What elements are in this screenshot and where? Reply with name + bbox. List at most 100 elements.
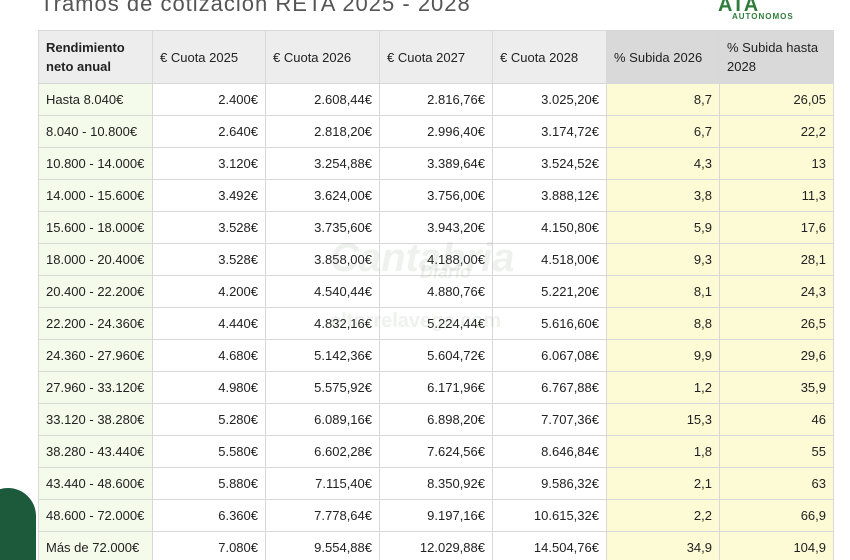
table-cell: 10.800 - 14.000€ (38, 147, 153, 180)
table-cell: 33.120 - 38.280€ (38, 403, 153, 436)
table-cell: 4.832,16€ (265, 307, 380, 340)
table-cell: 5.280€ (152, 403, 266, 436)
table-cell: 27.960 - 33.120€ (38, 371, 153, 404)
table-row: 24.360 - 27.960€ 4.680€ 5.142,36€ 5.604,72€… (38, 339, 834, 372)
table-cell: 35,9 (719, 371, 834, 404)
header-row: Rendimiento neto anual € Cuota 2025 € Cuot… (38, 30, 834, 84)
table-cell: 4.540,44€ (265, 275, 380, 308)
table-cell: 5.616,60€ (492, 307, 607, 340)
table-cell: 7.080€ (152, 531, 266, 560)
table-cell: 55 (719, 435, 834, 468)
table-cell: 6.360€ (152, 499, 266, 532)
table-cell: 24,3 (719, 275, 834, 308)
table-cell: 8.040 - 10.800€ (38, 115, 153, 148)
table-cell: 13 (719, 147, 834, 180)
title: Tramos de cotización RETA 2025 - 2028 (40, 0, 471, 16)
column-header: % Subida 2026 (606, 30, 720, 84)
table-cell: 3.735,60€ (265, 211, 380, 244)
table-cell: 3.174,72€ (492, 115, 607, 148)
table-cell: 6,7 (606, 115, 720, 148)
table-cell: 9.197,16€ (379, 499, 493, 532)
table-cell: 3,8 (606, 179, 720, 212)
table-cell: 2.816,76€ (379, 83, 493, 116)
table-row: 14.000 - 15.600€ 3.492€ 3.624,00€ 3.756,00€… (38, 179, 834, 212)
table-cell: 4.518,00€ (492, 243, 607, 276)
table-cell: 104,9 (719, 531, 834, 560)
table-cell: 29,6 (719, 339, 834, 372)
table-cell: 43.440 - 48.600€ (38, 467, 153, 500)
table-cell: 8,7 (606, 83, 720, 116)
table-cell: 9,9 (606, 339, 720, 372)
table-cell: 6.171,96€ (379, 371, 493, 404)
table-cell: 3.858,00€ (265, 243, 380, 276)
table-cell: 5.604,72€ (379, 339, 493, 372)
table-row: 8.040 - 10.800€ 2.640€ 2.818,20€ 2.996,40€ 3… (38, 115, 834, 148)
column-header: % Subida hasta 2028 (719, 30, 834, 84)
table-cell: 2.400€ (152, 83, 266, 116)
table-row: Más de 72.000€ 7.080€ 9.554,88€ 12.029,88€ 1… (38, 531, 834, 560)
table-cell: 4.980€ (152, 371, 266, 404)
table-row: 48.600 - 72.000€ 6.360€ 7.778,64€ 9.197,16€… (38, 499, 834, 532)
logo-subtext: AUTONOMOS (732, 12, 794, 21)
table-row: 22.200 - 24.360€ 4.440€ 4.832,16€ 5.224,44€… (38, 307, 834, 340)
table-cell: 7.115,40€ (265, 467, 380, 500)
table-cell: 6.898,20€ (379, 403, 493, 436)
table-cell: 8,8 (606, 307, 720, 340)
table-cell: 63 (719, 467, 834, 500)
table-cell: 14.000 - 15.600€ (38, 179, 153, 212)
table-row: 20.400 - 22.200€ 4.200€ 4.540,44€ 4.880,76€… (38, 275, 834, 308)
table-cell: 5.880€ (152, 467, 266, 500)
table-cell: 3.528€ (152, 211, 266, 244)
table-cell: 46 (719, 403, 834, 436)
table-cell: 3.254,88€ (265, 147, 380, 180)
table-cell: 9.554,88€ (265, 531, 380, 560)
column-header: € Cuota 2028 (492, 30, 607, 84)
table-cell: 24.360 - 27.960€ (38, 339, 153, 372)
table-cell: 4.440€ (152, 307, 266, 340)
table-cell: 1,8 (606, 435, 720, 468)
table-cell: 5,9 (606, 211, 720, 244)
table-cell: 4,3 (606, 147, 720, 180)
table-cell: 2,1 (606, 467, 720, 500)
table-cell: 6.767,88€ (492, 371, 607, 404)
table-cell: 5.221,20€ (492, 275, 607, 308)
table-cell: 6.067,08€ (492, 339, 607, 372)
table-cell: 10.615,32€ (492, 499, 607, 532)
table-row: 38.280 - 43.440€ 5.580€ 6.602,28€ 7.624,56€… (38, 435, 834, 468)
table-cell: 5.580€ (152, 435, 266, 468)
logo-text: ATA (718, 0, 760, 16)
decoration (0, 488, 36, 560)
table-cell: 4.150,80€ (492, 211, 607, 244)
table-cell: 3.943,20€ (379, 211, 493, 244)
table-cell: 2.608,44€ (265, 83, 380, 116)
table-row: Hasta 8.040€ 2.400€ 2.608,44€ 2.816,76€ 3.02… (38, 83, 834, 116)
column-header: Rendimiento neto anual (38, 30, 153, 84)
table-cell: 2.640€ (152, 115, 266, 148)
table-cell: 4.200€ (152, 275, 266, 308)
table-cell: 2,2 (606, 499, 720, 532)
table-cell: 26,05 (719, 83, 834, 116)
column-header: € Cuota 2027 (379, 30, 493, 84)
table-cell: 2.818,20€ (265, 115, 380, 148)
table-cell: 4.188,00€ (379, 243, 493, 276)
table-cell: 20.400 - 22.200€ (38, 275, 153, 308)
table-cell: 3.888,12€ (492, 179, 607, 212)
table-cell: 3.389,64€ (379, 147, 493, 180)
table-cell: 3.756,00€ (379, 179, 493, 212)
table-cell: 4.880,76€ (379, 275, 493, 308)
table-cell: 18.000 - 20.400€ (38, 243, 153, 276)
table-cell: 28,1 (719, 243, 834, 276)
table-cell: Hasta 8.040€ (38, 83, 153, 116)
table-cell: 26,5 (719, 307, 834, 340)
table-cell: 3.492€ (152, 179, 266, 212)
table-cell: 14.504,76€ (492, 531, 607, 560)
table-cell: 48.600 - 72.000€ (38, 499, 153, 532)
table-row: 43.440 - 48.600€ 5.880€ 7.115,40€ 8.350,92€… (38, 467, 834, 500)
table-row: 15.600 - 18.000€ 3.528€ 3.735,60€ 3.943,20€… (38, 211, 834, 244)
table-cell: 3.120€ (152, 147, 266, 180)
table-cell: 3.025,20€ (492, 83, 607, 116)
table-cell: Más de 72.000€ (38, 531, 153, 560)
table-cell: 3.528€ (152, 243, 266, 276)
table-cell: 6.089,16€ (265, 403, 380, 436)
table-cell: 2.996,40€ (379, 115, 493, 148)
